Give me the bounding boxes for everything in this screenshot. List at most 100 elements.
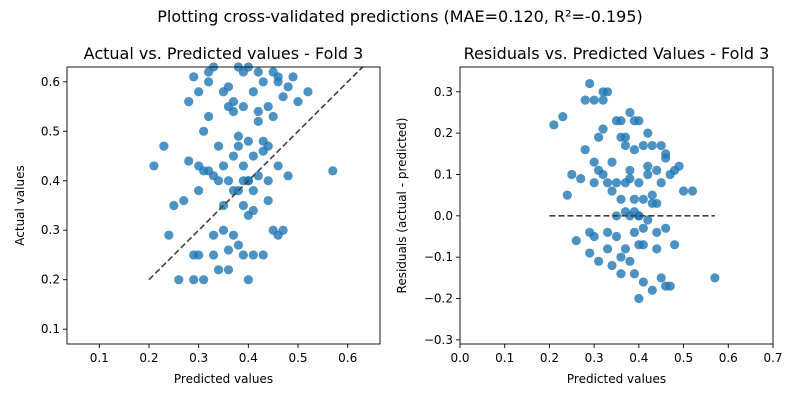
x-tick-label: 0.7 [763, 351, 782, 365]
residuals-plot: Residuals vs. Predicted Values - Fold 3 0… [395, 44, 783, 386]
data-point [607, 186, 617, 196]
y-tick-label: −0.1 [424, 250, 453, 264]
data-point [620, 140, 631, 151]
y-tick-label: 0.2 [41, 273, 60, 287]
data-point [656, 140, 666, 151]
data-point [643, 161, 653, 171]
data-point [607, 157, 617, 167]
data-point [616, 252, 626, 262]
data-point [629, 269, 639, 279]
data-point [248, 151, 258, 161]
data-point [283, 171, 293, 181]
data-point [589, 95, 599, 105]
data-point [204, 67, 214, 77]
data-point [283, 82, 293, 92]
data-point [687, 186, 698, 196]
data-point [263, 176, 273, 186]
data-point [278, 225, 288, 235]
data-point [625, 256, 635, 266]
data-point [567, 169, 577, 180]
data-point [184, 156, 194, 166]
data-point [189, 275, 199, 285]
plot-title: Actual vs. Predicted values - Fold 3 [84, 44, 364, 63]
data-point [661, 223, 671, 233]
data-point [243, 136, 253, 146]
data-point [638, 240, 648, 250]
data-point [638, 194, 648, 204]
data-point [263, 101, 273, 112]
figure-title: Plotting cross-validated predictions (MA… [157, 7, 643, 26]
data-point [184, 97, 194, 107]
data-point [652, 165, 662, 175]
data-point [638, 277, 648, 287]
axes-frame [66, 66, 381, 345]
data-point [218, 225, 229, 235]
data-point [174, 275, 184, 285]
reference-line [148, 66, 364, 281]
data-point [248, 87, 258, 97]
data-point [223, 265, 234, 275]
data-point [710, 273, 720, 283]
data-point [616, 269, 626, 279]
x-tick-label: 0.6 [338, 351, 357, 365]
data-point [562, 190, 572, 200]
data-point [159, 141, 169, 151]
data-point [665, 281, 675, 291]
data-point [611, 178, 622, 188]
data-point [634, 293, 644, 304]
data-point [263, 195, 273, 206]
data-point [228, 106, 239, 117]
x-tick-label: 0.1 [90, 351, 109, 365]
data-point [218, 161, 229, 171]
data-point [589, 157, 599, 167]
data-point [303, 87, 313, 97]
plot-title: Residuals vs. Predicted Values - Fold 3 [464, 44, 770, 63]
data-point [585, 248, 595, 258]
data-point [629, 145, 639, 155]
data-point [678, 186, 689, 196]
data-point [656, 178, 666, 188]
axes-frame [459, 66, 774, 345]
data-point [598, 169, 608, 180]
y-tick-label: 0.0 [434, 209, 453, 223]
data-point [194, 186, 204, 196]
data-point [238, 250, 248, 260]
data-point [647, 285, 657, 295]
data-point [549, 120, 559, 130]
data-point [253, 116, 263, 127]
data-point [208, 250, 219, 260]
data-point [243, 275, 253, 285]
y-tick-label: 0.5 [41, 124, 60, 138]
data-point [248, 186, 258, 196]
data-point [273, 161, 283, 171]
data-point [647, 190, 657, 200]
data-point [278, 92, 288, 102]
data-point [149, 161, 159, 171]
data-point [643, 128, 653, 138]
data-point [634, 178, 644, 188]
data-point [169, 200, 179, 211]
data-point [629, 227, 639, 237]
data-point [204, 111, 214, 122]
actual-vs-predicted-plot: Actual vs. Predicted values - Fold 3 0.1 0… [13, 44, 381, 386]
data-point [616, 116, 626, 126]
data-point [199, 275, 209, 285]
data-point [228, 230, 239, 240]
data-point [594, 132, 604, 142]
data-point [602, 178, 613, 188]
x-tick-label: 0.6 [719, 351, 738, 365]
data-point [248, 250, 258, 260]
x-tick-label: 0.5 [674, 351, 693, 365]
data-point [273, 72, 283, 82]
data-point [652, 198, 662, 209]
data-point [576, 174, 586, 184]
y-axis-label: Actual values [13, 165, 27, 245]
data-point [585, 78, 595, 89]
x-tick-label: 0.5 [288, 351, 307, 365]
data-point [598, 124, 608, 134]
data-point [238, 176, 248, 186]
data-point [598, 87, 608, 97]
data-point [164, 230, 174, 240]
y-tick-label: 0.3 [434, 85, 453, 99]
